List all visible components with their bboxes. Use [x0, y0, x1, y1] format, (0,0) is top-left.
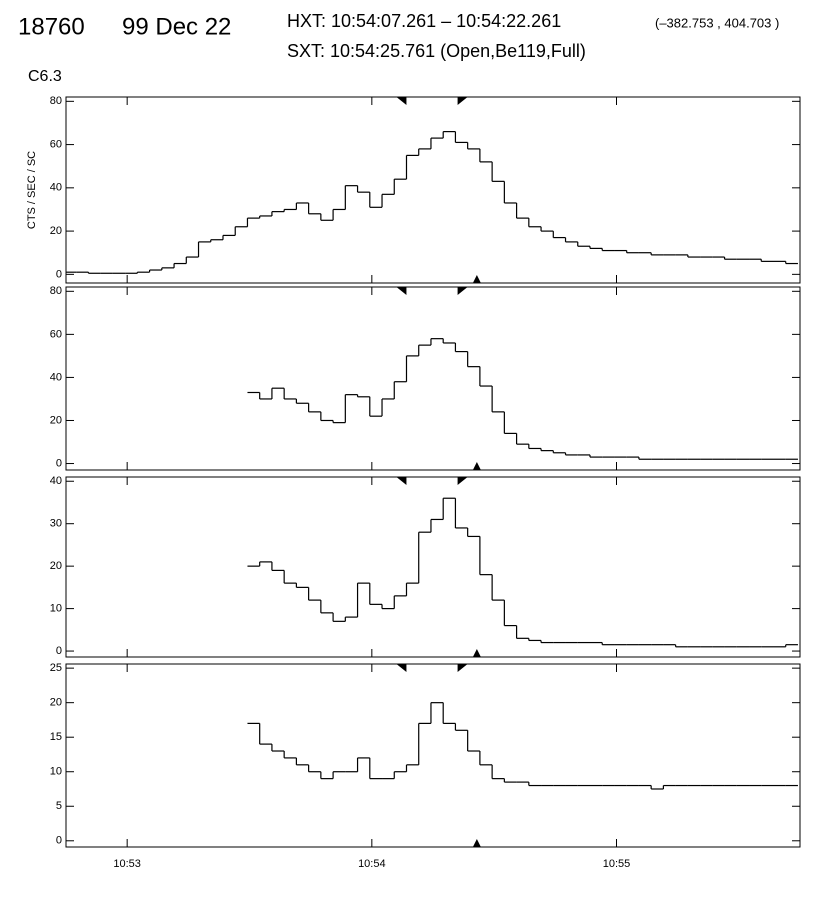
y-tick-label: 40: [50, 371, 62, 383]
hxt-marker: [396, 287, 407, 295]
hxt-time: HXT: 10:54:07.261 – 10:54:22.261: [287, 11, 561, 31]
sxt-marker: [472, 839, 481, 847]
y-tick-label: 10: [50, 603, 62, 615]
y-tick-label: 20: [50, 225, 62, 237]
y-tick-label: 0: [56, 835, 62, 847]
panel-frame: [65, 286, 801, 471]
sxt-marker: [472, 649, 481, 657]
coords: (–382.753 , 404.703 ): [655, 15, 779, 30]
x-tick-label: 10:55: [603, 858, 631, 870]
y-tick-label: 20: [50, 414, 62, 426]
panel-frame: [65, 663, 801, 848]
flare-class: C6.3: [28, 68, 62, 85]
hxt-marker: [457, 287, 468, 295]
sxt-time: SXT: 10:54:25.761 (Open,Be119,Full): [287, 41, 586, 61]
sxt-marker: [472, 462, 481, 470]
hxt-marker: [396, 477, 407, 485]
y-tick-label: 0: [56, 457, 62, 469]
y-tick-label: 40: [50, 182, 62, 194]
x-tick-label: 10:53: [113, 858, 141, 870]
y-tick-label: 0: [56, 645, 62, 657]
y-tick-label: 40: [50, 475, 62, 487]
y-tick-label: 5: [56, 800, 62, 812]
y-tick-label: 15: [50, 731, 62, 743]
hxt-marker: [457, 477, 468, 485]
y-tick-label: 10: [50, 766, 62, 778]
y-tick-label: 30: [50, 518, 62, 530]
y-tick-label: 20: [50, 697, 62, 709]
obs-id: 18760: [18, 13, 85, 40]
hxt-marker: [457, 97, 468, 105]
y-tick-label: 80: [50, 95, 62, 107]
panel-frame: [65, 96, 801, 284]
y-tick-label: 0: [56, 268, 62, 280]
y-tick-label: 60: [50, 328, 62, 340]
hxt-marker: [396, 97, 407, 105]
y-axis-label: CTS / SEC / SC: [26, 151, 38, 229]
hxt-marker: [457, 664, 468, 672]
y-tick-label: 60: [50, 138, 62, 150]
date: 99 Dec 22: [122, 13, 231, 40]
y-tick-label: 80: [50, 285, 62, 297]
y-tick-label: 25: [50, 662, 62, 674]
x-tick-label: 10:54: [358, 858, 386, 870]
hxt-marker: [396, 664, 407, 672]
sxt-marker: [472, 275, 481, 283]
panel-frame: [65, 476, 801, 658]
y-tick-label: 20: [50, 560, 62, 572]
